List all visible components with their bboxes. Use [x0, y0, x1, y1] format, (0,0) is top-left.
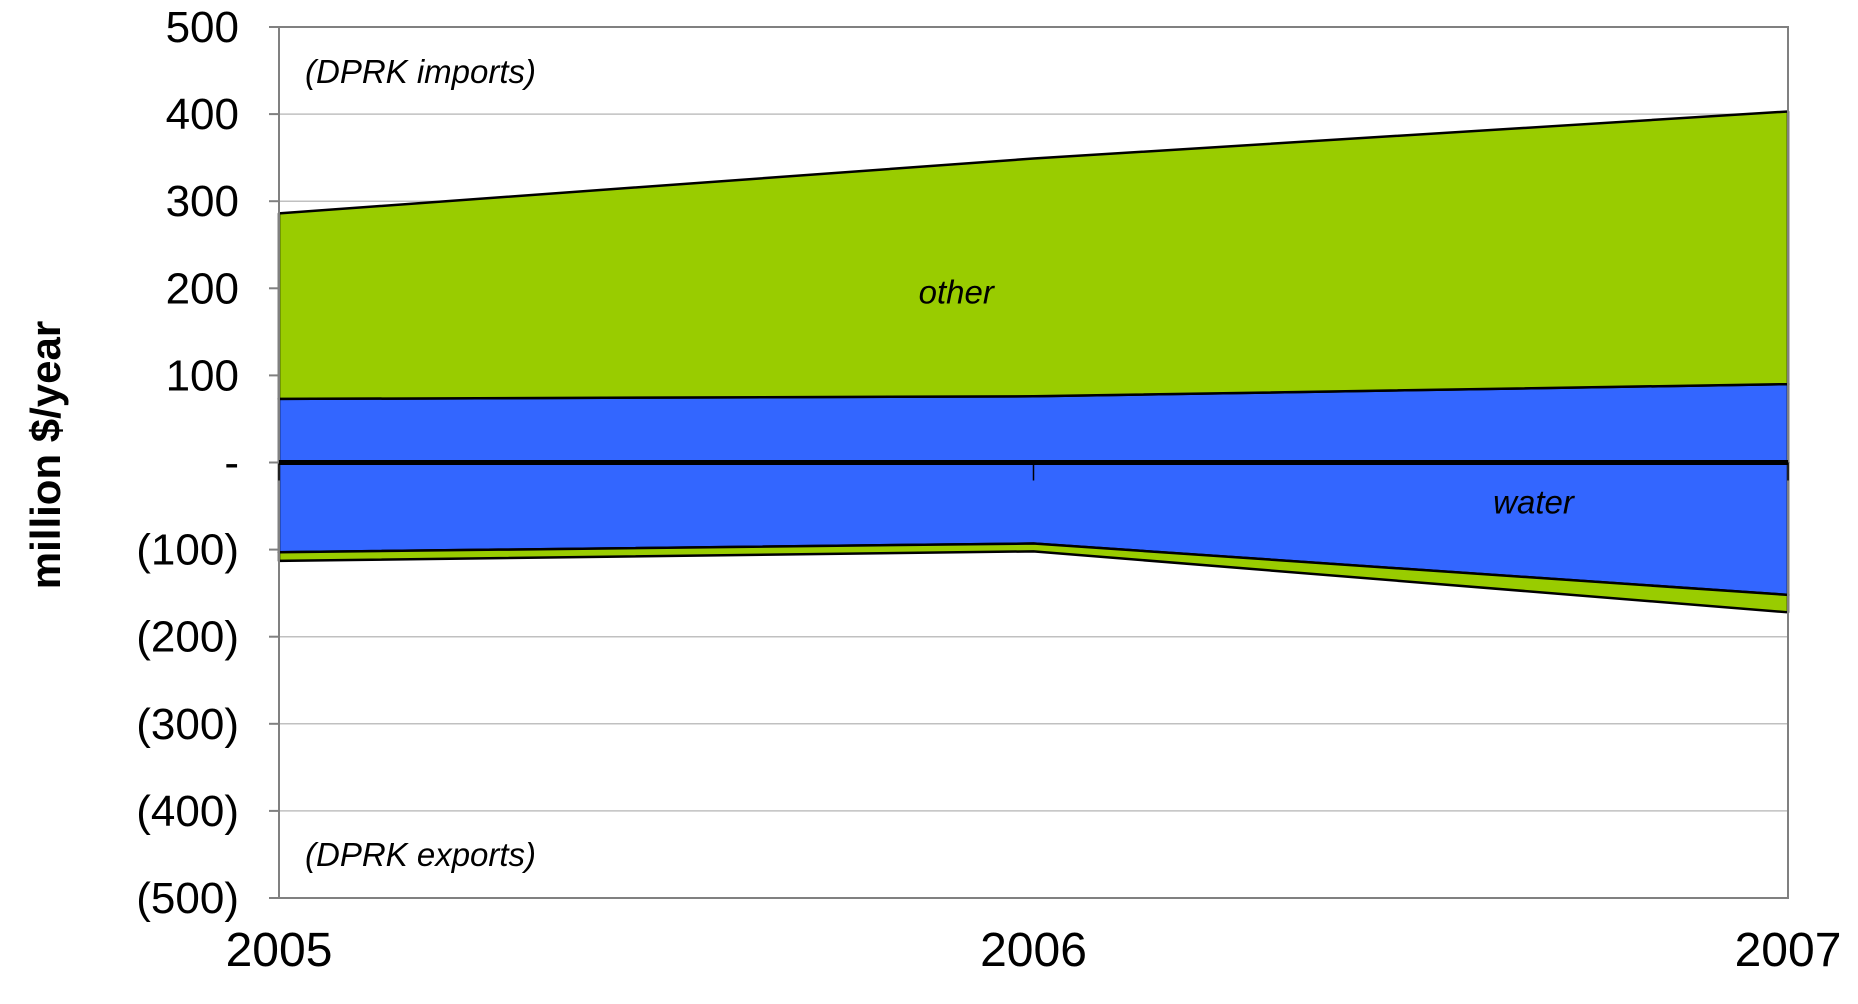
y-tick-label: 400: [166, 90, 239, 139]
x-tick-label: 2007: [1735, 924, 1842, 977]
exports-annotation: (DPRK exports): [305, 836, 536, 873]
y-tick-label: (300): [136, 700, 239, 749]
x-tick-label: 2006: [980, 924, 1087, 977]
y-tick-label: 100: [166, 351, 239, 400]
y-tick-label: (500): [136, 874, 239, 923]
y-tick-label: (200): [136, 613, 239, 662]
y-tick-label: 500: [166, 3, 239, 52]
y-tick-label: (100): [136, 526, 239, 575]
y-tick-label: -: [224, 439, 239, 488]
y-axis-label: million $/year: [22, 321, 69, 589]
y-tick-label: 300: [166, 177, 239, 226]
series-label-other: other: [919, 273, 996, 310]
other-imports-area: [277, 110, 1790, 401]
area-layer: other water: [277, 110, 1790, 614]
axis-layer: 500 400 300 200 100 - (100) (200) (300) (400) (500…: [136, 3, 1841, 977]
y-tick-label: (400): [136, 787, 239, 836]
y-tick-label: 200: [166, 264, 239, 313]
x-tick-label: 2005: [226, 924, 333, 977]
water-exports-area: [277, 461, 1790, 597]
imports-annotation: (DPRK imports): [305, 53, 536, 90]
series-label-water: water: [1493, 484, 1576, 521]
label-layer: million $/year (DPRK imports) (DPRK expo…: [22, 53, 536, 873]
